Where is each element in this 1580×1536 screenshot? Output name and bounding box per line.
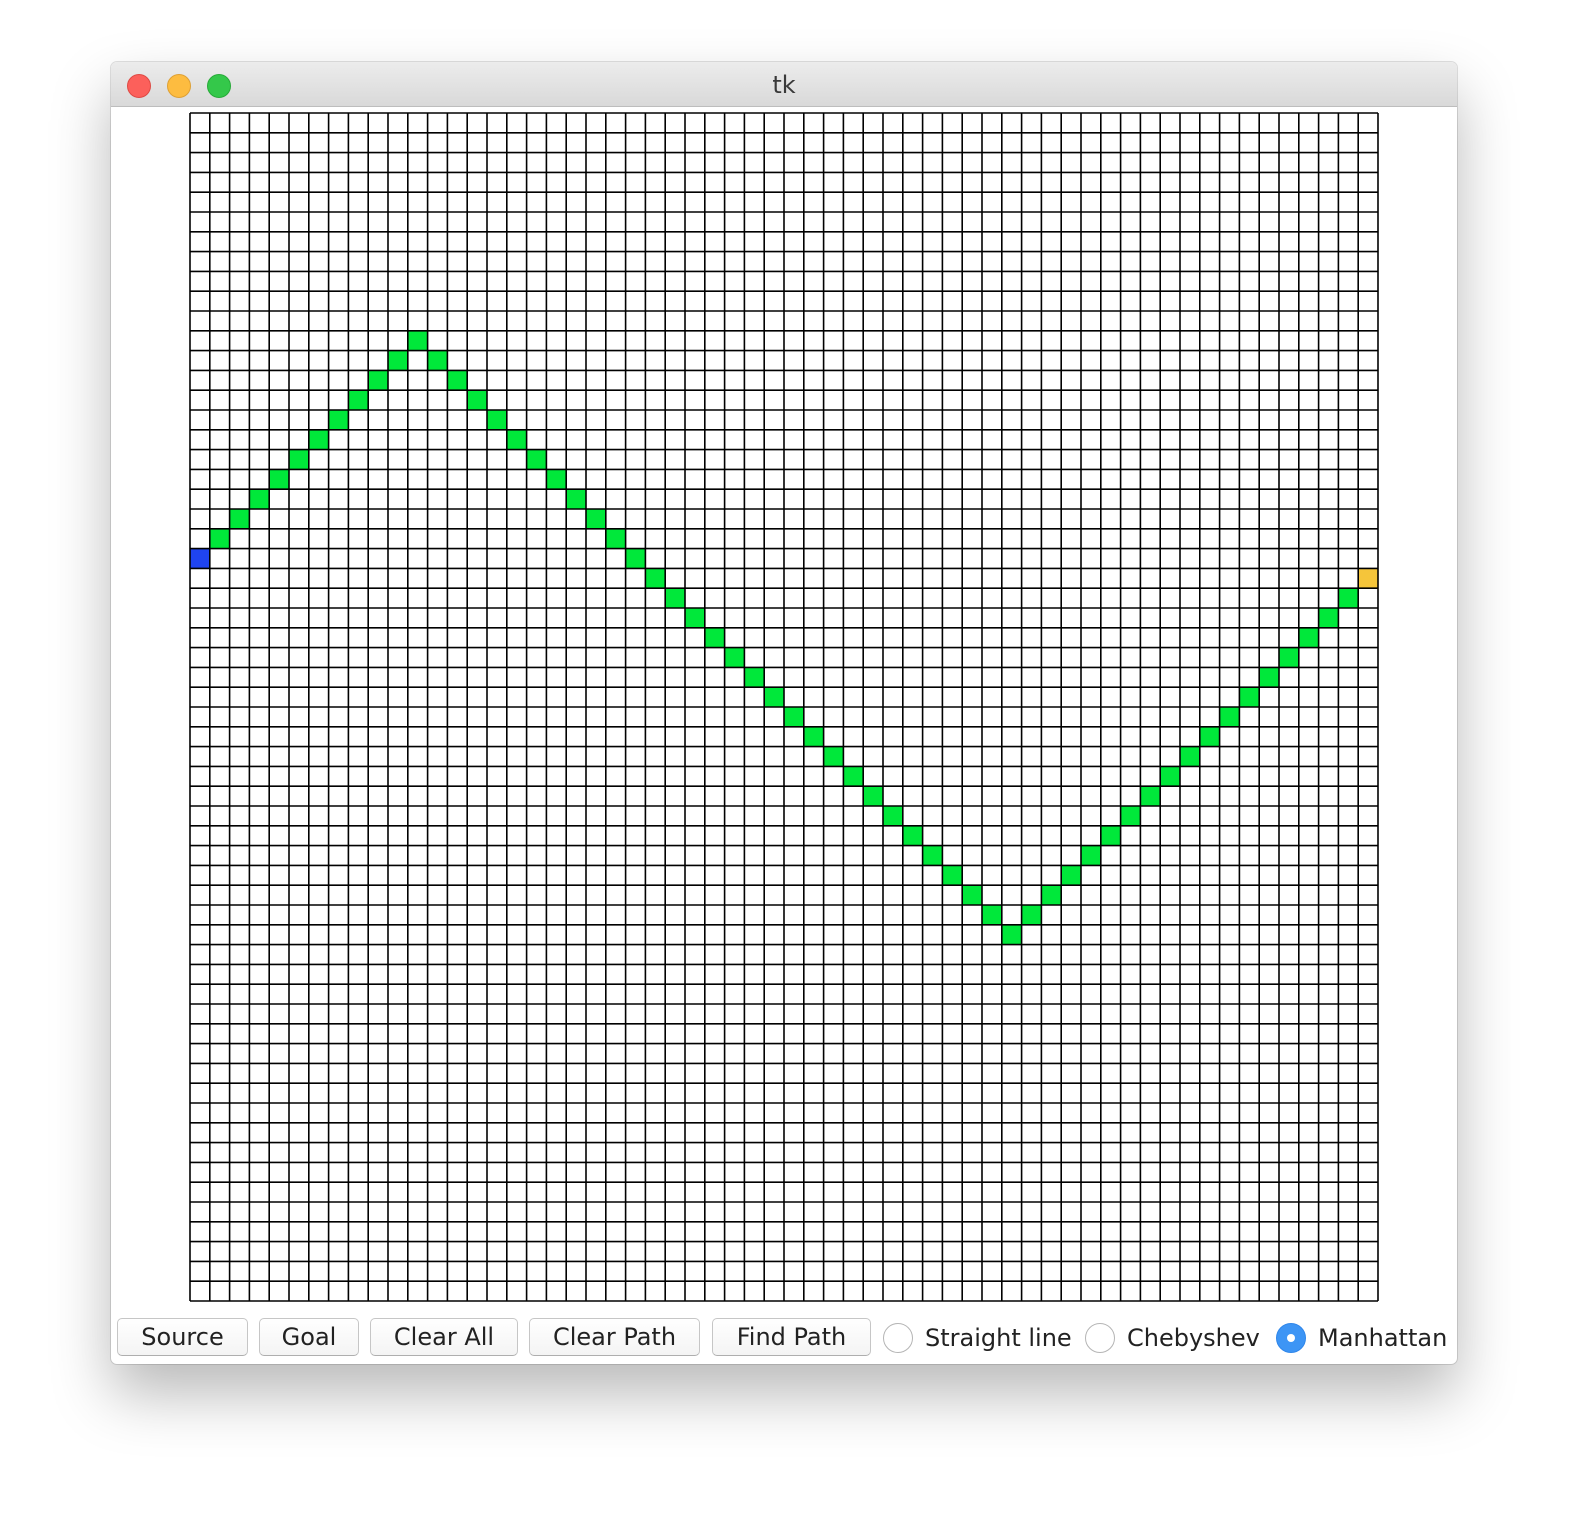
path-cell[interactable]	[863, 786, 883, 806]
path-cell[interactable]	[1259, 667, 1279, 688]
title-bar[interactable]: tk	[111, 62, 1457, 107]
path-cell[interactable]	[229, 509, 250, 529]
toolbar: Source Goal Clear All Clear Path Find Pa…	[111, 1314, 1457, 1360]
path-cell[interactable]	[1041, 885, 1062, 905]
maximize-window-button[interactable]	[207, 74, 231, 98]
path-cell[interactable]	[1298, 627, 1319, 648]
goal-cell[interactable]	[1358, 568, 1378, 589]
path-cell[interactable]	[1081, 845, 1101, 866]
path-cell[interactable]	[724, 647, 745, 668]
path-cell[interactable]	[902, 825, 923, 846]
find-path-button[interactable]: Find Path	[712, 1318, 871, 1356]
path-cell[interactable]	[1140, 786, 1161, 806]
path-cell[interactable]	[427, 350, 448, 371]
path-cell[interactable]	[348, 390, 369, 410]
path-cell[interactable]	[1338, 588, 1359, 608]
path-cell[interactable]	[269, 469, 289, 490]
path-cell[interactable]	[1219, 707, 1240, 727]
path-cell[interactable]	[249, 489, 270, 509]
path-cell[interactable]	[1061, 865, 1081, 886]
path-cell[interactable]	[1318, 608, 1339, 628]
path-cell[interactable]	[447, 370, 468, 391]
path-cell[interactable]	[704, 627, 725, 648]
path-cell[interactable]	[1160, 766, 1180, 787]
path-cell[interactable]	[1100, 825, 1121, 846]
path-cell[interactable]	[1279, 647, 1299, 668]
path-cell[interactable]	[586, 509, 606, 529]
path-cell[interactable]	[1239, 687, 1260, 707]
path-cell[interactable]	[308, 429, 329, 450]
path-cell[interactable]	[803, 726, 824, 747]
path-cell[interactable]	[764, 687, 784, 707]
radio-manhattan-label: Manhattan	[1318, 1324, 1448, 1352]
path-cell[interactable]	[1021, 905, 1042, 925]
path-cell[interactable]	[1001, 924, 1022, 945]
path-cell[interactable]	[605, 528, 626, 549]
radio-chebyshev-label: Chebyshev	[1127, 1324, 1260, 1352]
path-cell[interactable]	[368, 370, 388, 391]
path-cell[interactable]	[1199, 726, 1220, 747]
path-cell[interactable]	[645, 568, 666, 589]
source-cell[interactable]	[190, 548, 210, 569]
path-cell[interactable]	[942, 865, 963, 886]
minimize-window-button[interactable]	[167, 74, 191, 98]
radio-straight-line-label: Straight line	[925, 1324, 1072, 1352]
pathfinding-grid[interactable]	[189, 112, 1379, 1302]
path-cell[interactable]	[526, 449, 547, 470]
path-cell[interactable]	[546, 469, 567, 490]
path-cell[interactable]	[685, 608, 705, 628]
path-cell[interactable]	[922, 845, 943, 866]
close-window-button[interactable]	[127, 74, 151, 98]
grid-svg[interactable]	[189, 112, 1379, 1302]
radio-manhattan-indicator[interactable]	[1276, 1323, 1306, 1353]
path-cell[interactable]	[388, 350, 408, 371]
path-cell[interactable]	[962, 885, 982, 905]
path-cell[interactable]	[328, 410, 349, 430]
path-cell[interactable]	[982, 905, 1002, 925]
path-cell[interactable]	[843, 766, 864, 787]
path-cell[interactable]	[506, 429, 527, 450]
source-button[interactable]: Source	[117, 1318, 248, 1356]
radio-straight-line-indicator[interactable]	[883, 1323, 913, 1353]
path-cell[interactable]	[487, 410, 507, 430]
app-window: tk Source Goal Clear All Clear Path Find…	[111, 62, 1457, 1364]
window-title: tk	[772, 71, 796, 99]
radio-chebyshev-indicator[interactable]	[1085, 1323, 1115, 1353]
path-cell[interactable]	[744, 667, 765, 688]
path-cell[interactable]	[883, 806, 903, 826]
goal-button[interactable]: Goal	[259, 1318, 359, 1356]
radio-manhattan[interactable]: Manhattan	[1276, 1321, 1447, 1355]
path-cell[interactable]	[625, 548, 646, 569]
clear-all-button[interactable]: Clear All	[370, 1318, 518, 1356]
radio-chebyshev[interactable]: Chebyshev	[1085, 1321, 1260, 1355]
path-cell[interactable]	[665, 588, 685, 608]
path-cell[interactable]	[566, 489, 586, 509]
path-cell[interactable]	[467, 390, 487, 410]
path-cell[interactable]	[823, 746, 844, 767]
path-cell[interactable]	[209, 528, 230, 549]
clear-path-button[interactable]: Clear Path	[529, 1318, 700, 1356]
path-cell[interactable]	[1180, 746, 1200, 767]
path-cell[interactable]	[784, 707, 804, 727]
path-cell[interactable]	[1120, 806, 1141, 826]
path-cell[interactable]	[289, 449, 309, 470]
path-cell[interactable]	[407, 330, 428, 351]
radio-straight-line[interactable]: Straight line	[883, 1321, 1072, 1355]
